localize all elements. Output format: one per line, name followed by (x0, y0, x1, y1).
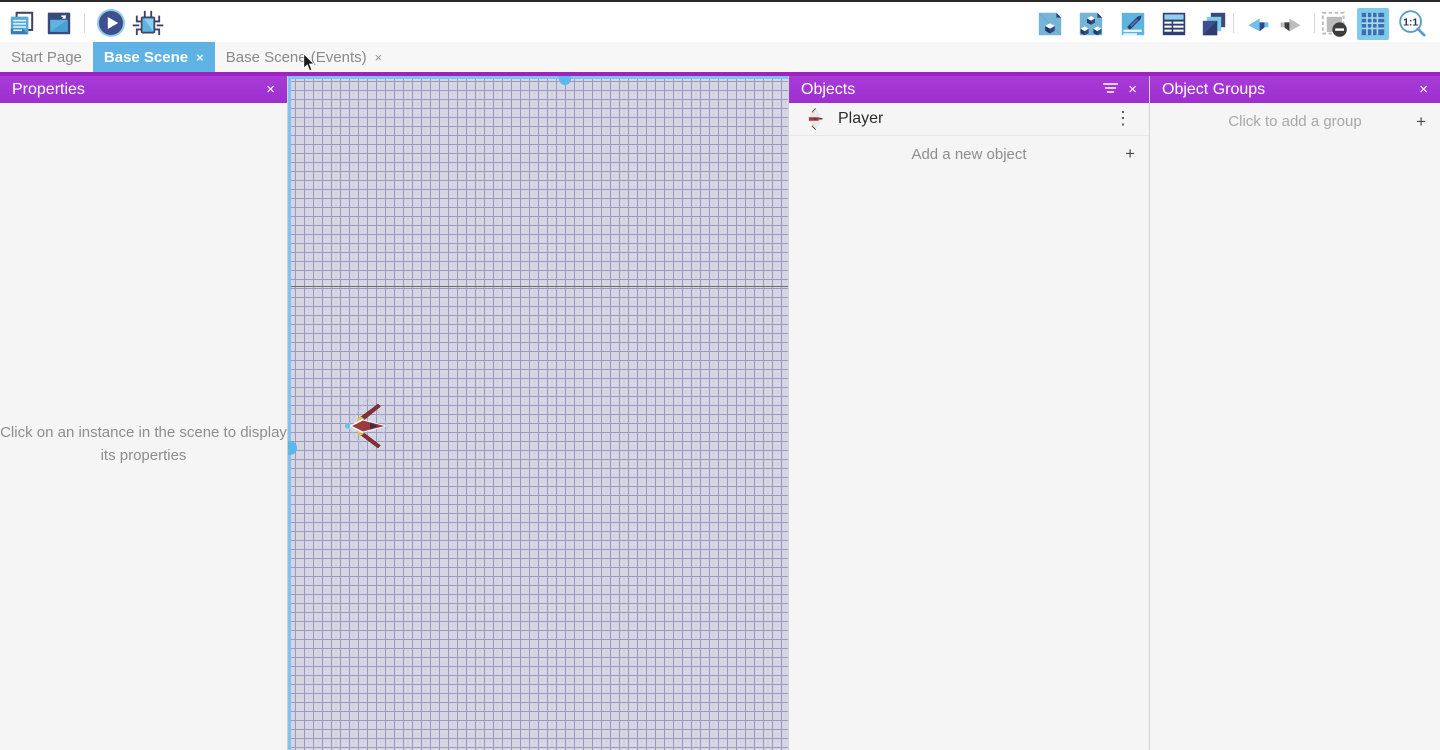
svg-text:1:1: 1:1 (1403, 18, 1418, 29)
